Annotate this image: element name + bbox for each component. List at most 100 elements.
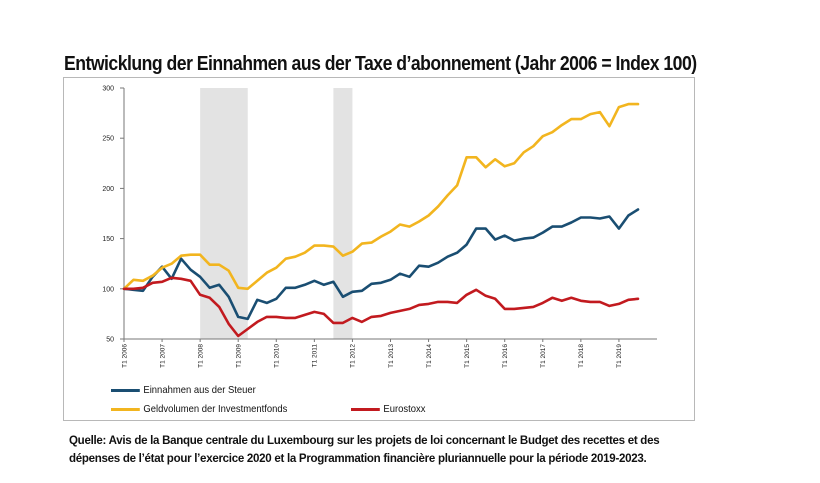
series-2-point-52 xyxy=(618,303,620,305)
series-2-point-51 xyxy=(608,305,611,307)
series-0-point-29 xyxy=(399,272,401,275)
series-1-point-9 xyxy=(208,263,211,266)
series-0-point-45 xyxy=(551,225,554,228)
series-2-point-41 xyxy=(513,308,516,310)
series-2-point-16 xyxy=(275,316,278,318)
series-0-point-18 xyxy=(294,286,297,289)
legend-label-geldvolumen: Geldvolumen der Investmentfonds xyxy=(143,403,288,415)
x-tick-label-6: T1 2012 xyxy=(350,344,357,368)
legend-swatch-einnahmen xyxy=(111,388,140,392)
series-1-point-19 xyxy=(304,251,306,254)
series-1-point-25 xyxy=(361,242,363,245)
series-2-point-11 xyxy=(227,323,230,325)
series-2-point-31 xyxy=(418,304,420,306)
y-tick-label-2: 150 xyxy=(102,236,114,243)
series-1-point-48 xyxy=(580,118,582,120)
series-2-point-32 xyxy=(427,303,430,305)
series-2-point-48 xyxy=(580,300,582,302)
series-0-point-33 xyxy=(437,261,439,264)
series-2-point-54 xyxy=(637,298,639,300)
legend-swatch-eurostoxx xyxy=(351,407,380,411)
series-1-point-50 xyxy=(599,111,601,113)
series-2-point-12 xyxy=(237,335,240,337)
recession-band-0 xyxy=(200,88,248,339)
series-0-point-23 xyxy=(342,296,344,298)
series-0-point-50 xyxy=(599,217,601,220)
legend-swatch-geldvolumen xyxy=(111,407,140,411)
series-2-point-1 xyxy=(132,288,135,290)
x-tick-label-8: T1 2014 xyxy=(426,344,433,368)
y-tick-label-1: 100 xyxy=(102,286,114,293)
series-0-point-38 xyxy=(484,227,487,230)
series-0-point-53 xyxy=(627,214,630,217)
series-1-point-37 xyxy=(475,156,477,159)
legend-label-eurostoxx: Eurostoxx xyxy=(383,403,426,415)
series-1-point-3 xyxy=(151,274,154,277)
series-0-point-7 xyxy=(189,268,192,271)
series-2-point-39 xyxy=(494,298,496,300)
series-0-point-31 xyxy=(418,264,420,267)
series-2-point-25 xyxy=(361,321,363,323)
legend-item-eurostoxx: Eurostoxx xyxy=(351,403,425,415)
series-2-point-13 xyxy=(246,328,249,330)
series-0-point-13 xyxy=(246,318,249,320)
line-chart: 50 100 150 200 250 300 T1 2006 T1 2007 T1 2008 T1… xyxy=(102,86,657,368)
series-2-point-3 xyxy=(151,281,154,284)
chart-title: Entwicklung der Einnahmen aus der Taxe d… xyxy=(64,52,697,75)
series-1-point-49 xyxy=(589,113,592,115)
series-1-point-33 xyxy=(437,205,439,208)
series-2-point-2 xyxy=(142,286,144,289)
series-1-point-40 xyxy=(503,165,506,168)
series-1-point-13 xyxy=(246,288,249,290)
series-0-point-44 xyxy=(541,231,544,234)
series-2-point-30 xyxy=(408,308,411,310)
series-0-point-39 xyxy=(494,238,496,241)
x-tick-label-10: T1 2016 xyxy=(502,344,509,368)
series-1-point-26 xyxy=(370,241,373,244)
series-2-point-47 xyxy=(570,297,573,299)
series-0-point-48 xyxy=(580,216,582,219)
series-1-point-10 xyxy=(218,263,220,266)
series-1-point-32 xyxy=(427,214,430,217)
series-2-point-50 xyxy=(599,301,601,303)
series-0-point-28 xyxy=(389,278,392,281)
series-1-point-28 xyxy=(389,230,392,233)
series-1-point-36 xyxy=(465,156,468,159)
x-tick-label-7: T1 2013 xyxy=(388,344,395,368)
y-tick-label-5: 300 xyxy=(102,86,114,93)
series-1-point-4 xyxy=(161,266,163,269)
series-2-point-35 xyxy=(456,302,458,304)
series-1-point-30 xyxy=(408,225,411,228)
series-0-point-19 xyxy=(304,283,306,286)
series-0-point-32 xyxy=(427,265,430,268)
series-0-point-12 xyxy=(237,316,240,318)
series-2-point-38 xyxy=(484,295,487,297)
x-tick-label-5: T1 2011 xyxy=(312,344,319,368)
series-0-point-6 xyxy=(180,257,182,260)
series-1-point-6 xyxy=(180,254,182,257)
series-2-point-27 xyxy=(380,315,382,317)
series-0-point-49 xyxy=(589,216,592,219)
series-2-point-29 xyxy=(399,310,401,312)
series-1-point-44 xyxy=(541,135,544,137)
series-2-point-46 xyxy=(561,300,563,302)
series-1-point-29 xyxy=(399,223,401,226)
series-1-point-31 xyxy=(418,220,420,223)
series-0-point-47 xyxy=(570,221,573,224)
series-0-point-40 xyxy=(503,234,506,237)
series-0-point-51 xyxy=(608,215,611,218)
series-0-point-36 xyxy=(465,243,468,246)
y-tick-label-3: 200 xyxy=(102,186,114,193)
series-1-point-21 xyxy=(323,244,325,247)
series-0-point-9 xyxy=(208,286,211,289)
x-tick-label-13: T1 2019 xyxy=(616,344,623,368)
series-2-point-34 xyxy=(446,301,449,303)
series-1-point-42 xyxy=(522,151,525,154)
series-1-point-39 xyxy=(494,158,496,161)
series-0-point-8 xyxy=(199,275,201,278)
series-0-point-37 xyxy=(475,227,477,230)
series-2-point-7 xyxy=(189,279,192,282)
series-0-point-35 xyxy=(456,251,458,254)
series-1-point-24 xyxy=(351,250,354,253)
x-tick-label-9: T1 2015 xyxy=(464,344,471,368)
